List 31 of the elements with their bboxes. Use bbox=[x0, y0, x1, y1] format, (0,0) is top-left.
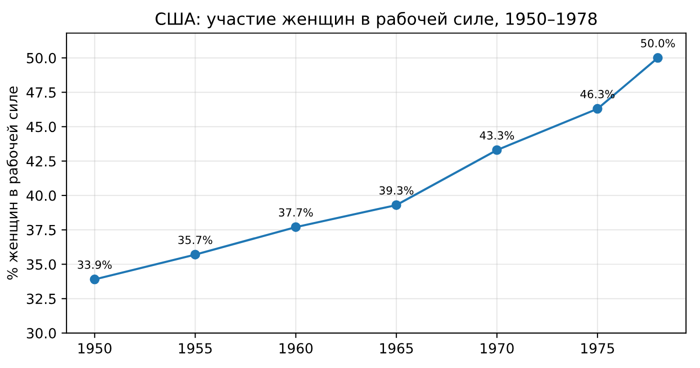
x-tick-label: 1970 bbox=[480, 343, 514, 354]
point bbox=[492, 145, 502, 155]
data-label: 37.7% bbox=[278, 208, 313, 217]
x-tick-label: 1965 bbox=[380, 343, 413, 354]
data-label: 46.3% bbox=[580, 90, 615, 98]
data-label: 43.3% bbox=[480, 131, 514, 140]
point bbox=[592, 104, 602, 114]
y-tick-label: 37.5 bbox=[26, 224, 56, 236]
data-label: 33.9% bbox=[78, 260, 112, 269]
y-axis-title: % женщин в рабочей силе bbox=[6, 86, 20, 280]
x-tick-label: 1955 bbox=[179, 343, 212, 354]
data-label: 39.3% bbox=[380, 186, 414, 195]
y-tick-label: 47.5 bbox=[26, 87, 56, 98]
y-tick-label: 50.0 bbox=[26, 52, 56, 64]
point bbox=[392, 200, 402, 210]
x-tick-label: 1950 bbox=[78, 343, 112, 354]
point bbox=[90, 274, 100, 284]
y-tick-label: 35.0 bbox=[26, 259, 56, 270]
data-label: 50.0% bbox=[641, 38, 675, 48]
point bbox=[652, 53, 663, 63]
x-tick-label: 1975 bbox=[581, 343, 614, 354]
y-tick-label: 30.0 bbox=[26, 328, 56, 339]
y-tick-label: 45.0 bbox=[26, 122, 56, 132]
y-tick-label: 42.5 bbox=[26, 156, 56, 167]
y-tick-label: 40.0 bbox=[26, 190, 56, 201]
y-tick-label: 32.5 bbox=[26, 294, 56, 304]
x-tick-label: 1960 bbox=[280, 343, 313, 354]
data-label: 35.7% bbox=[178, 236, 212, 244]
point bbox=[290, 222, 301, 232]
chart-title: США: участие женщин в рабочей силе, 1950–1978 bbox=[156, 12, 597, 28]
point bbox=[190, 250, 200, 260]
